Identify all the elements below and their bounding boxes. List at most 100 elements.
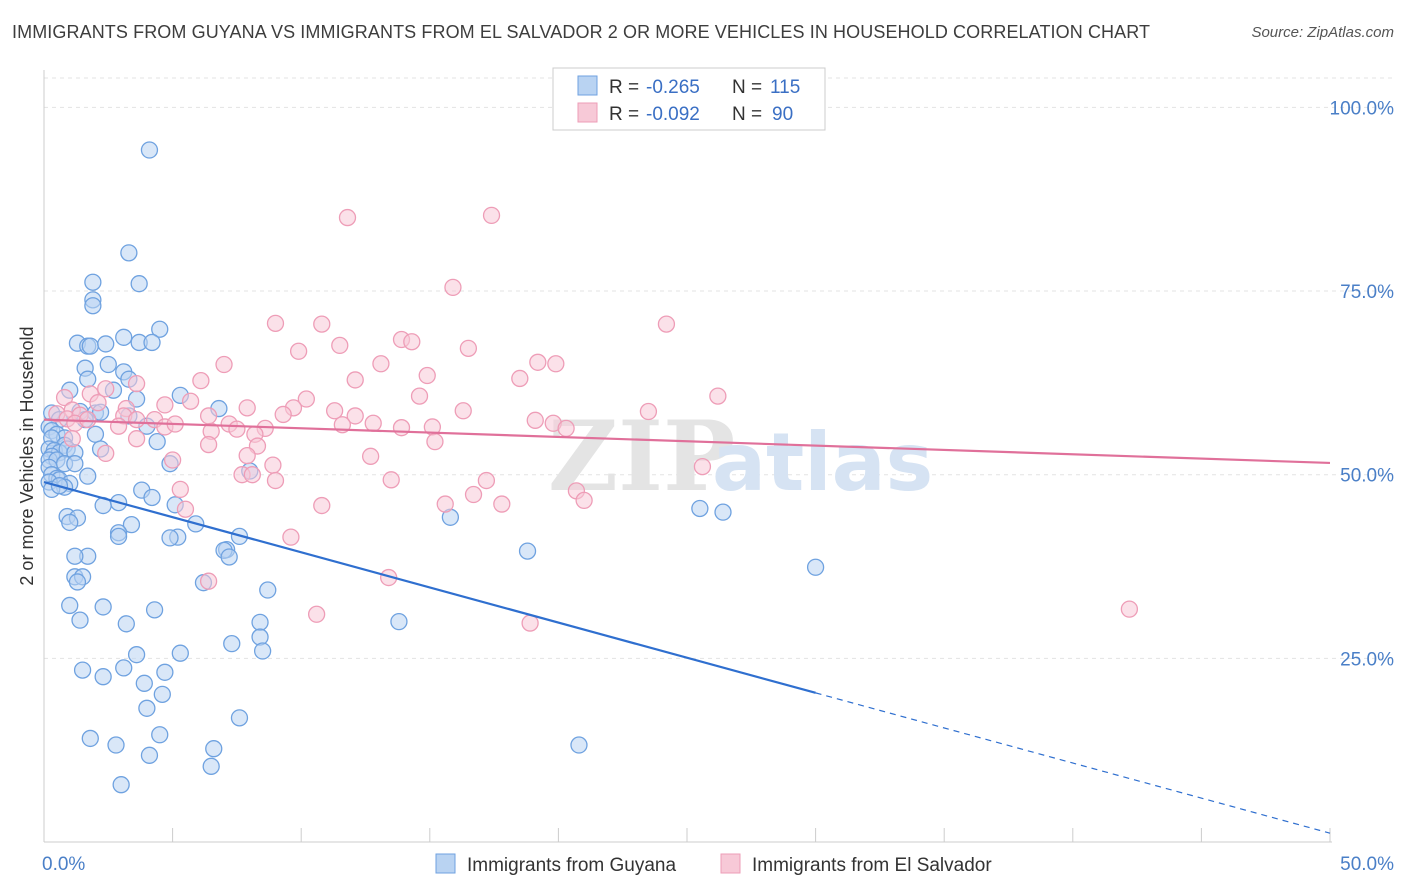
point-guyana-106	[138, 699, 156, 717]
point-elsalvador-18	[511, 369, 529, 388]
y-tick-label-50: 50.0%	[1340, 466, 1394, 487]
point-elsalvador-35	[346, 407, 364, 425]
point-guyana-0	[140, 141, 159, 159]
point-elsalvador-75	[382, 471, 400, 489]
point-elsalvador-66	[238, 446, 256, 465]
point-guyana-82	[220, 548, 238, 566]
point-elsalvador-19	[55, 388, 74, 407]
point-guyana-108	[81, 729, 99, 748]
point-guyana-9	[81, 337, 99, 355]
point-guyana-96	[223, 635, 241, 653]
point-elsalvador-0	[338, 208, 357, 227]
point-elsalvador-74	[266, 471, 285, 490]
bottom-legend-label-guyana: Immigrants from Guyana	[467, 855, 676, 876]
point-guyana-110	[107, 736, 125, 754]
point-elsalvador-86	[282, 528, 300, 546]
point-guyana-92	[117, 615, 135, 633]
x-tick-label-0: 0.0%	[42, 854, 85, 875]
point-elsalvador-55	[392, 419, 411, 437]
point-elsalvador-70	[163, 451, 182, 469]
point-elsalvador-87	[199, 572, 218, 590]
point-elsalvador-47	[109, 417, 128, 435]
point-guyana-94	[390, 612, 408, 631]
point-guyana-85	[68, 573, 87, 591]
point-elsalvador-81	[575, 491, 593, 510]
legend-stats: R = -0.265 N = 115 R = -0.092 N = 90	[552, 67, 826, 131]
legend-n-label-guyana: N =	[732, 77, 762, 98]
watermark-atlas: atlas	[712, 416, 933, 509]
point-elsalvador-42	[127, 410, 146, 429]
point-elsalvador-85	[493, 495, 511, 513]
point-guyana-101	[115, 659, 133, 677]
point-elsalvador-77	[693, 457, 712, 476]
point-elsalvador-14	[547, 355, 565, 373]
point-elsalvador-17	[418, 366, 436, 385]
point-elsalvador-37	[639, 402, 658, 421]
point-elsalvador-32	[238, 399, 256, 417]
point-elsalvador-60	[63, 430, 81, 448]
y-axis-label: 2 or more Vehicles in Household	[17, 326, 37, 585]
point-guyana-64	[143, 488, 161, 507]
point-elsalvador-15	[192, 372, 210, 390]
point-elsalvador-7	[331, 336, 349, 355]
chart-source: Source: ZipAtlas.com	[1251, 24, 1394, 41]
point-elsalvador-23	[181, 392, 200, 410]
point-elsalvador-16	[346, 371, 364, 389]
y-tick-labels: 25.0% 50.0% 75.0% 100.0%	[1330, 98, 1395, 670]
point-elsalvador-63	[199, 435, 218, 454]
point-guyana-11	[115, 328, 133, 346]
point-guyana-102	[156, 663, 174, 681]
legend-swatch-guyana	[577, 75, 598, 96]
point-elsalvador-83	[313, 496, 331, 515]
point-elsalvador-61	[127, 430, 146, 448]
legend-n-label-elsalvador: N =	[732, 104, 762, 125]
point-guyana-115	[714, 503, 732, 521]
legend-box	[552, 67, 826, 131]
point-guyana-112	[140, 746, 159, 764]
point-elsalvador-1	[482, 206, 501, 225]
point-elsalvador-24	[297, 390, 315, 408]
point-guyana-99	[171, 644, 189, 662]
point-elsalvador-30	[156, 396, 174, 414]
y-tick-label-75: 75.0%	[1340, 282, 1394, 303]
bottom-legend-label-elsalvador: Immigrants from El Salvador	[752, 855, 992, 876]
point-guyana-10	[97, 335, 115, 353]
point-elsalvador-9	[403, 333, 421, 351]
series-elsalvador-points	[48, 206, 1139, 632]
point-elsalvador-59	[557, 419, 575, 438]
point-guyana-119	[806, 558, 825, 576]
point-elsalvador-6	[289, 342, 308, 360]
legend-r-value-guyana: -0.265	[646, 77, 700, 98]
point-guyana-50	[66, 455, 84, 473]
point-elsalvador-28	[89, 394, 107, 412]
point-guyana-111	[205, 740, 223, 758]
legend-n-value-elsalvador: 90	[772, 104, 793, 125]
point-elsalvador-78	[171, 480, 189, 499]
point-guyana-114	[112, 776, 130, 794]
point-elsalvador-82	[176, 500, 195, 518]
point-guyana-75	[109, 527, 128, 546]
y-tick-label-25: 25.0%	[1340, 649, 1394, 670]
point-elsalvador-34	[325, 402, 344, 420]
trend-lines	[43, 418, 1331, 834]
point-elsalvador-5	[657, 315, 676, 333]
point-guyana-103	[94, 668, 112, 686]
point-elsalvador-67	[361, 447, 380, 465]
bottom-legend-swatch-elsalvador	[720, 853, 741, 874]
legend-n-value-guyana: 115	[770, 77, 800, 98]
point-guyana-118	[570, 736, 588, 754]
point-guyana-70	[61, 513, 79, 532]
point-guyana-109	[151, 726, 169, 744]
point-guyana-59	[79, 467, 97, 485]
point-guyana-113	[202, 757, 220, 775]
grid-lines	[44, 77, 1392, 659]
point-elsalvador-3	[266, 314, 285, 333]
point-elsalvador-21	[97, 380, 115, 398]
point-elsalvador-10	[459, 339, 478, 357]
point-guyana-38	[148, 432, 166, 451]
point-guyana-81	[66, 547, 84, 565]
point-elsalvador-71	[264, 456, 282, 474]
point-elsalvador-12	[372, 355, 390, 373]
chart-title: IMMIGRANTS FROM GUYANA VS IMMIGRANTS FRO…	[12, 22, 1151, 42]
